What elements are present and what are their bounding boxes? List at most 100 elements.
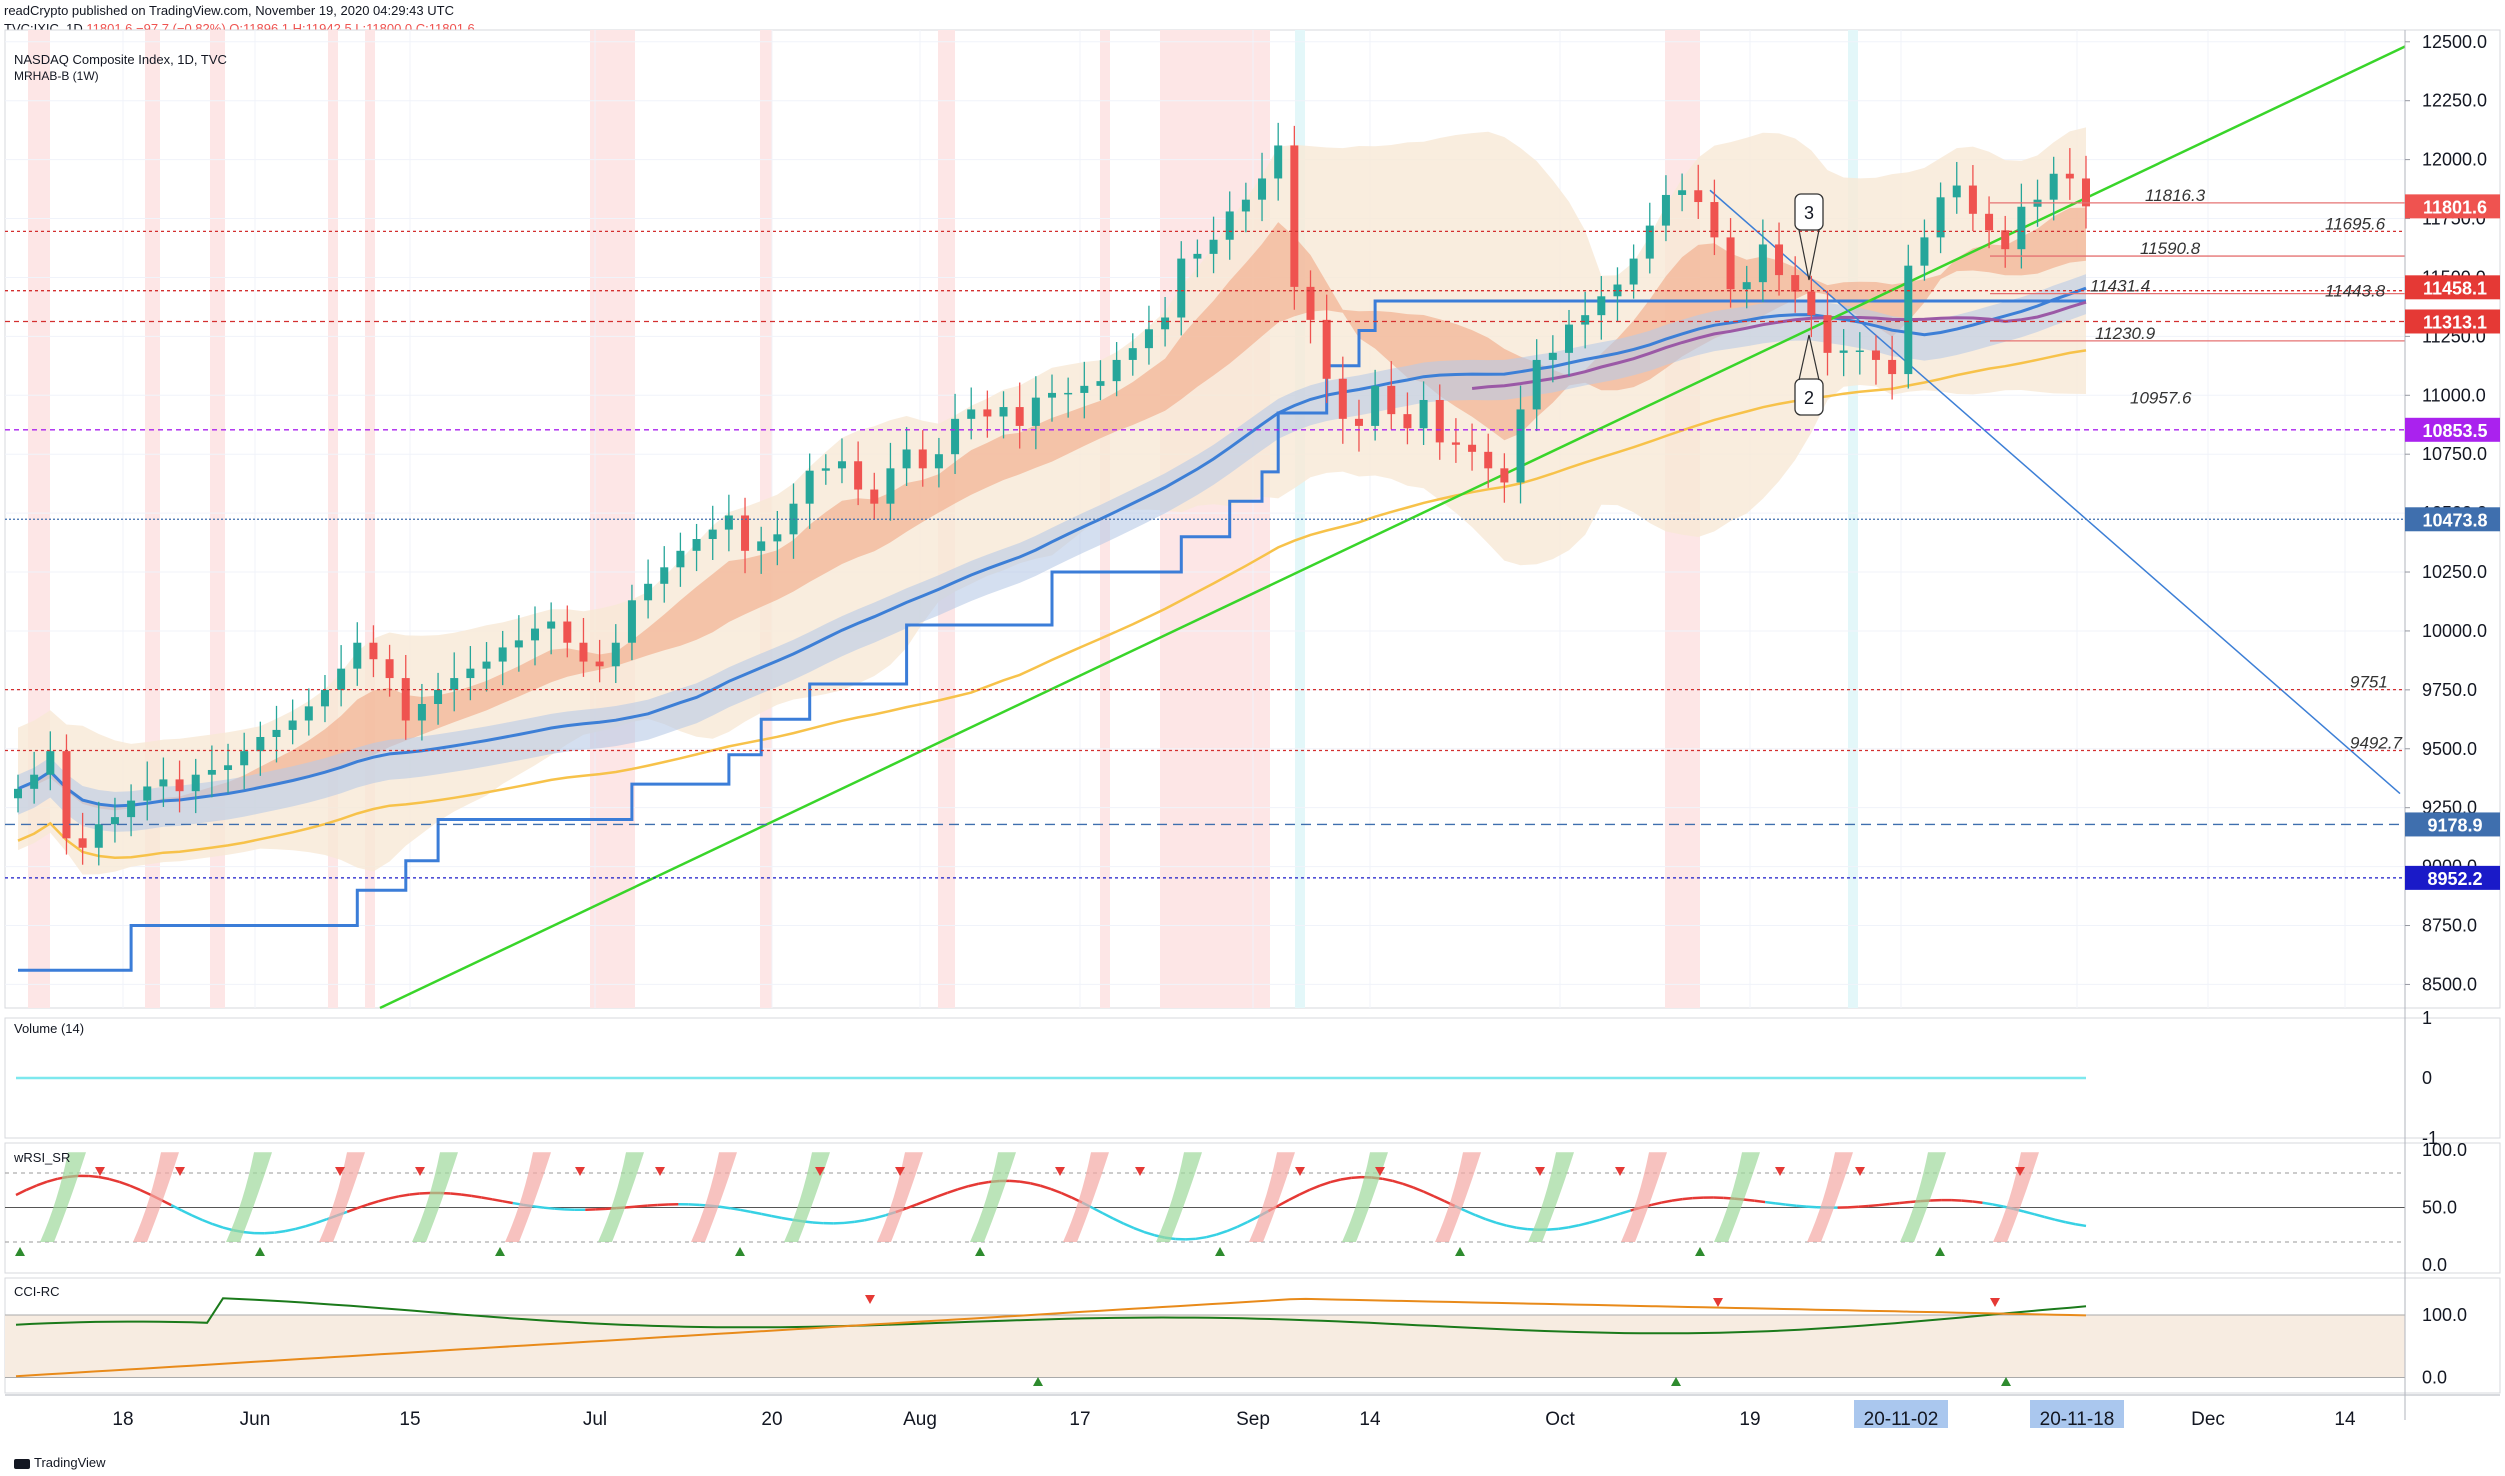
rsi-line: [274, 1229, 286, 1234]
rsi-wave-shade: [40, 1152, 86, 1242]
x-tick-label: 20: [761, 1409, 782, 1430]
candle-body: [692, 539, 701, 551]
rsi-line: [554, 1207, 565, 1211]
step-support-line: [18, 299, 2086, 972]
rsi-line: [2023, 1210, 2035, 1216]
rsi-line: [1878, 1202, 1890, 1207]
rsi-line: [1744, 1198, 1755, 1203]
candle-body: [1225, 211, 1234, 240]
rsi-line: [1122, 1222, 1135, 1230]
candle-body: [1451, 442, 1460, 445]
candle-body: [1435, 399, 1444, 443]
candle-body: [401, 678, 410, 721]
rsi-line: [129, 1184, 141, 1192]
candle-body: [1936, 197, 1945, 238]
rsi-line: [15, 1188, 27, 1197]
candle-body: [1015, 407, 1024, 426]
wave-label: 3: [1804, 203, 1814, 223]
candle-body: [1775, 244, 1784, 276]
cci-y-label: 100.0: [2422, 1305, 2467, 1325]
x-tick-label: Aug: [903, 1409, 937, 1430]
rsi-line: [1671, 1197, 1683, 1202]
rsi-line: [1195, 1235, 1207, 1241]
rsi-line: [264, 1231, 275, 1235]
price-badge: [2405, 194, 2500, 219]
y-tick-label: 10000.0: [2422, 621, 2487, 641]
candle-body: [1645, 225, 1654, 259]
rsi-line: [212, 1222, 224, 1229]
candle-body: [531, 628, 539, 641]
rsi-line: [1030, 1182, 1041, 1187]
rsi-signal-marker: [335, 1167, 345, 1176]
rsi-wave-shade: [691, 1152, 737, 1242]
candle-body: [110, 817, 119, 825]
candle-body: [159, 779, 168, 787]
candle-body: [821, 468, 830, 471]
candle-body: [1144, 329, 1153, 349]
rsi-line: [491, 1198, 503, 1203]
rsi-signal-marker: [95, 1167, 105, 1176]
candle-body: [1048, 392, 1056, 398]
rsi-line: [46, 1177, 58, 1183]
candle-body: [191, 774, 200, 792]
candle-body: [773, 534, 782, 542]
candle-body: [547, 621, 556, 629]
rsi-line: [1019, 1180, 1031, 1185]
candle-body: [870, 489, 879, 504]
rsi-signal-marker: [975, 1247, 985, 1256]
candle-body: [1274, 145, 1283, 179]
rsi-wave-shade: [1342, 1152, 1388, 1242]
candle-body: [741, 515, 750, 551]
rsi-line: [1412, 1186, 1425, 1193]
candle-body: [934, 454, 943, 469]
y-tick-label: 9500.0: [2422, 739, 2477, 759]
rsi-line: [1785, 1203, 1797, 1207]
candle-body: [1855, 350, 1864, 353]
rsi-line: [1050, 1187, 1062, 1195]
rsi-line: [1889, 1201, 1900, 1206]
rsi-line: [191, 1214, 203, 1222]
candle-body: [627, 600, 636, 643]
signal-band-10: [1295, 30, 1305, 1008]
rsi-line: [1278, 1198, 1290, 1207]
main-pane-subtitle: MRHAB-B (1W): [14, 69, 99, 83]
rsi-line: [1351, 1175, 1362, 1180]
y-tick-label: 10250.0: [2422, 562, 2487, 582]
candle-body: [1726, 237, 1735, 290]
rsi-y-label: 0.0: [2422, 1255, 2447, 1275]
rsi-line: [1775, 1202, 1786, 1206]
rsi-line: [1205, 1233, 1217, 1239]
price-badge-label: 8952.2: [2427, 869, 2482, 889]
candle-body: [1565, 324, 1573, 353]
rsi-wave-shade: [1900, 1152, 1946, 1242]
rsi-wave-shade: [1528, 1152, 1574, 1242]
cci-title: CCI-RC: [14, 1284, 60, 1299]
rsi-line: [1423, 1190, 1435, 1198]
rsi-line: [160, 1198, 172, 1207]
rsi-line: [1402, 1182, 1414, 1189]
rsi-line: [957, 1185, 969, 1191]
rsi-signal-marker: [15, 1247, 25, 1256]
candle-body: [434, 689, 443, 704]
candle-body: [1371, 385, 1380, 426]
level-label: 11816.3: [2145, 186, 2206, 205]
rsi-line: [1143, 1230, 1155, 1237]
price-badge-label: 9178.9: [2427, 815, 2482, 835]
rsi-wave-shade: [412, 1152, 458, 1242]
candle-body: [2001, 230, 2010, 250]
candle-body: [1419, 399, 1428, 429]
rsi-line: [926, 1195, 938, 1202]
level-label: 11590.8: [2140, 239, 2201, 258]
rsi-line: [36, 1180, 48, 1187]
wave-label: 2: [1804, 388, 1814, 408]
y-tick-label: 12250.0: [2422, 91, 2487, 111]
price-badge: [2405, 417, 2500, 442]
volume-y-label: 1: [2422, 1008, 2432, 1028]
candle-body: [1403, 414, 1412, 429]
price-badge: [2405, 812, 2500, 837]
publish-info: readCrypto published on TradingView.com,…: [4, 3, 454, 18]
tradingview-brand[interactable]: TradingView: [14, 1455, 106, 1470]
candle-body: [175, 779, 184, 792]
rsi-line: [377, 1197, 389, 1203]
